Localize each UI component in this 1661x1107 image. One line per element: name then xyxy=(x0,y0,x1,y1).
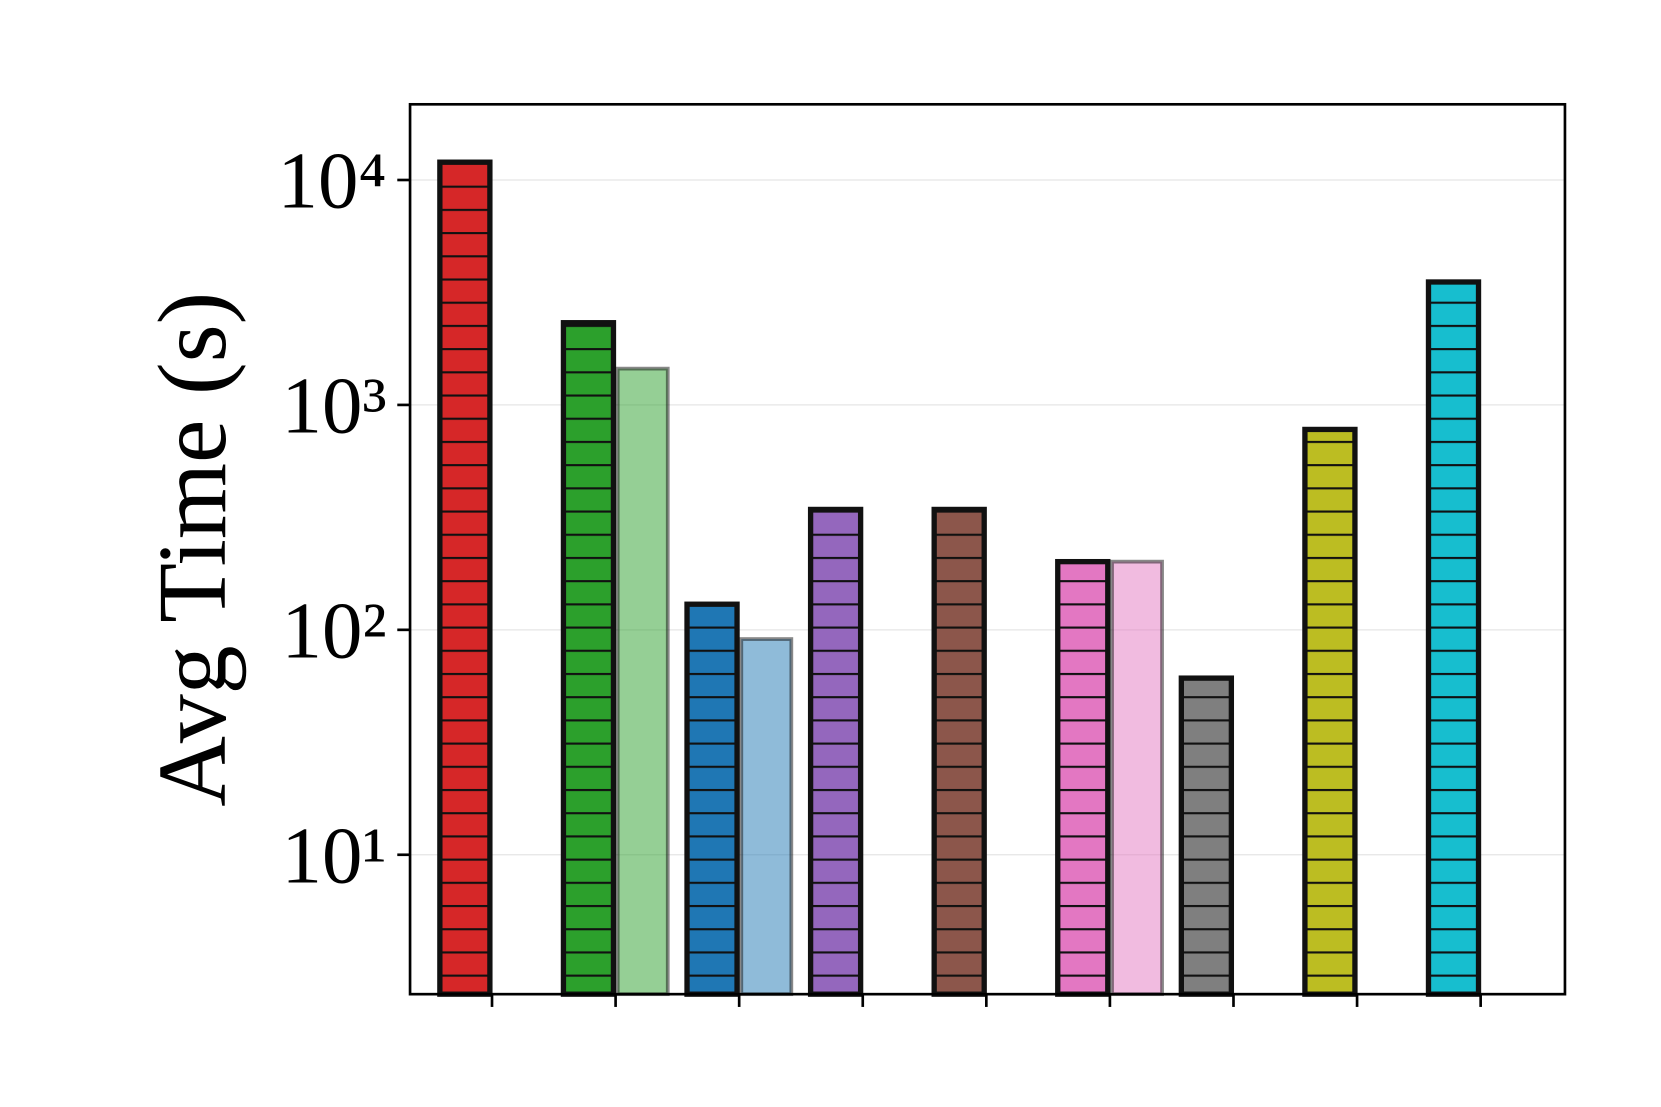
y-tick-label: 10¹ xyxy=(282,811,387,900)
bar xyxy=(615,366,670,997)
bar xyxy=(684,601,740,997)
y-tick-label: 10⁴ xyxy=(278,137,387,226)
bar xyxy=(1302,426,1358,997)
bar xyxy=(560,320,617,997)
bar xyxy=(437,159,493,997)
bar xyxy=(1425,279,1482,997)
bar xyxy=(739,637,794,997)
y-tick-label: 10³ xyxy=(282,362,387,451)
bar xyxy=(931,506,987,997)
plot-frame xyxy=(408,102,1567,996)
bar xyxy=(807,506,864,997)
bar xyxy=(1110,559,1164,997)
y-axis-label: Avg Time (s) xyxy=(139,292,247,807)
y-tick-label: 10² xyxy=(282,587,387,676)
bar xyxy=(1178,675,1235,997)
bar xyxy=(1055,558,1111,997)
